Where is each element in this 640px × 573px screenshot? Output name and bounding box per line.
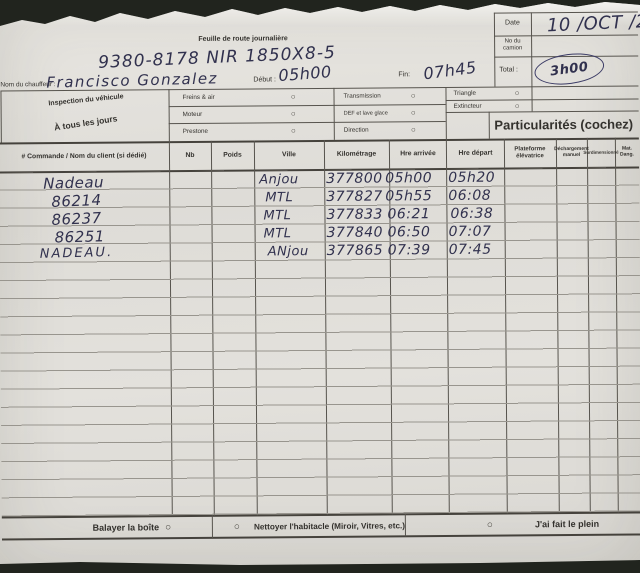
hw-debut-value: 05h00 (278, 62, 333, 85)
inspection-title: Inspection du véhicule (23, 91, 148, 110)
form-title: Feuille de route journalière (183, 35, 303, 43)
footer-cell-plein: ○ J'ai fait le plein (405, 512, 640, 536)
checkbox-circle-icon: ○ (291, 109, 296, 118)
hw-ville: MTL (264, 226, 292, 241)
hw-depart: 07:07 (449, 224, 492, 240)
col-header-surdimensionne: Surdimensionné (587, 139, 615, 167)
hw-arrivee: 05h00 (385, 170, 432, 186)
plein-label: J'ai fait le plein (535, 519, 599, 530)
total-label: Total : (499, 66, 518, 73)
hw-km: 377827 (326, 189, 383, 205)
hw-total-value: 3h00 (549, 59, 589, 79)
inspection-item-prestone: Prestone ○ (169, 122, 334, 140)
inspection-item-label: Moteur (183, 111, 203, 118)
inspection-item-label: Extincteur (454, 102, 482, 109)
hw-client: 86237 (51, 209, 102, 229)
hw-ville: MTL (263, 208, 291, 223)
hw-km: 377833 (326, 207, 383, 223)
checkbox-circle-icon: ○ (411, 125, 416, 134)
checkbox-circle-icon: ○ (487, 519, 493, 530)
inspection-item-label: Triangle (453, 90, 476, 97)
hw-depart: 05h20 (448, 170, 495, 186)
inspection-subtitle: À tous les jours (31, 110, 141, 136)
fin-label: Fin: (398, 71, 410, 78)
truck-number-label: No du camion (495, 38, 530, 53)
checkbox-circle-icon: ○ (165, 522, 171, 533)
checkbox-circle-icon: ○ (515, 88, 520, 97)
hw-client: 86251 (54, 227, 105, 246)
inspection-item-extincteur: Extincteur ○ (446, 99, 532, 112)
inspection-item-label: Prestone (183, 128, 208, 135)
hw-km: 377865 (327, 243, 384, 259)
hw-arrivee: 07:39 (388, 242, 431, 258)
hw-depart: 07:45 (449, 242, 492, 258)
hw-km: 377800 (326, 171, 383, 187)
particularites-title: Particularités (cochez) (489, 110, 639, 138)
hw-depart: 06:08 (448, 188, 491, 204)
hw-client: 86214 (51, 191, 102, 211)
inspection-item-label: Direction (344, 127, 369, 134)
inspection-item-moteur: Moteur ○ (169, 105, 334, 123)
checkbox-circle-icon: ○ (291, 126, 296, 135)
checkbox-circle-icon: ○ (291, 92, 296, 101)
checkbox-circle-icon: ○ (411, 108, 416, 117)
hw-client: Nadeau (43, 173, 104, 193)
inspection-item-direction: Direction ○ (334, 121, 446, 139)
col-header-plateforme: Plateforme élévatrice (504, 139, 556, 167)
hw-arrivee: 06:21 (387, 206, 430, 222)
checkbox-circle-icon: ○ (411, 91, 416, 100)
checkbox-circle-icon: ○ (234, 521, 240, 532)
inspection-item-label: Transmission (343, 93, 380, 100)
col-header-poids: Poids (211, 142, 254, 170)
hw-fin-value: 07h45 (422, 58, 477, 84)
col-header-hre-depart: Hre départ (447, 140, 504, 168)
grid-line (0, 90, 1, 142)
col-header-commande: # Commande / Nom du client (si dédié) (1, 142, 167, 171)
col-header-nb: Nb (169, 142, 211, 170)
col-header-hre-arrivee: Hre arrivée (389, 140, 447, 168)
nettoyer-label: Nettoyer l'habitacle (Miroir, Vitres, et… (254, 521, 405, 531)
inspection-item-freins: Freins & air ○ (168, 88, 333, 106)
checkbox-circle-icon: ○ (515, 101, 520, 110)
date-label: Date (496, 19, 529, 26)
col-header-kilometrage: Kilométrage (324, 140, 389, 169)
footer-cell-nettoyer: ○ Nettoyer l'habitacle (Miroir, Vitres, … (212, 514, 405, 538)
col-header-matieres: Mat. Dang. (615, 138, 639, 166)
hw-date-value: 10 /OCT /202 (547, 10, 640, 36)
inspection-item-triangle: Triangle ○ (445, 86, 531, 100)
hw-km: 377840 (327, 225, 384, 241)
hw-arrivee: 06:50 (388, 224, 431, 240)
inspection-item-transmission: Transmission ○ (333, 87, 445, 105)
hw-ville: MTL (265, 190, 293, 205)
inspection-item-label: Freins & air (182, 94, 214, 101)
hw-ville: ANjou (268, 244, 309, 259)
inspection-item-label: DEF et lave glace (344, 110, 388, 116)
debut-label: Début : (253, 76, 276, 83)
hw-arrivee: 05h55 (385, 188, 432, 204)
hw-ville: Anjou (259, 172, 299, 187)
footer-cell-balayer: Balayer la boîte ○ (2, 516, 212, 540)
inspection-item-def: DEF et lave glace ○ (334, 104, 446, 122)
hw-client: NADEAU. (40, 245, 114, 262)
balayer-label: Balayer la boîte (93, 522, 160, 533)
col-header-ville: Ville (254, 141, 324, 170)
hw-depart: 06:38 (450, 206, 493, 222)
